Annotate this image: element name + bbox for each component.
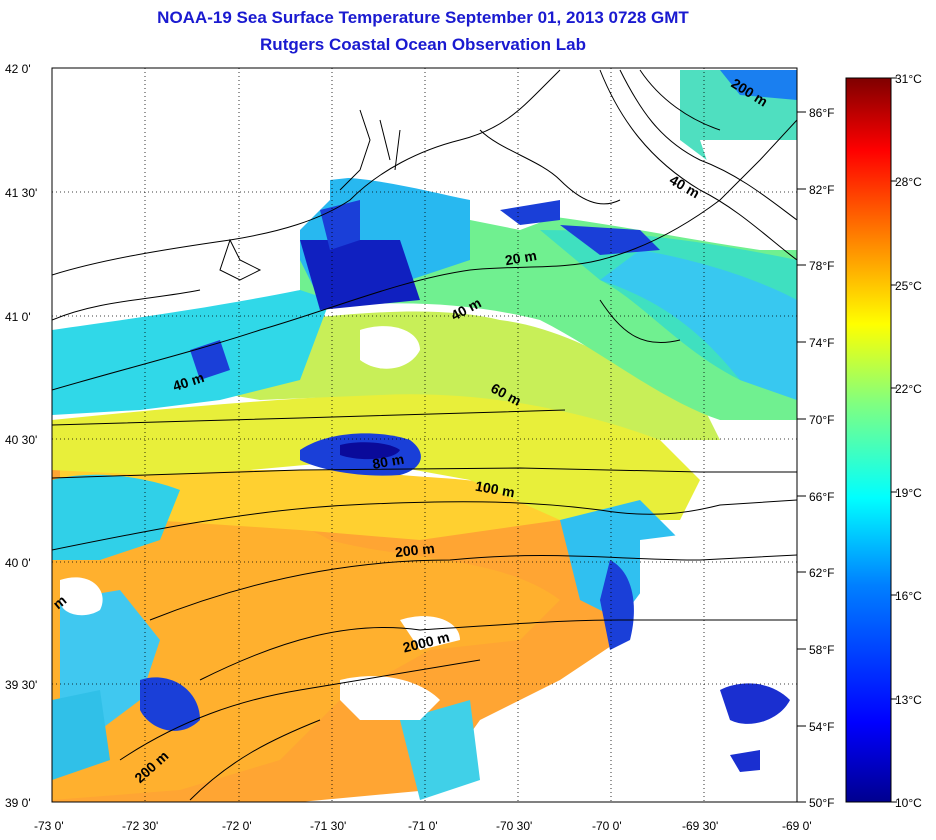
- lon-label: -71 0': [408, 819, 438, 833]
- colorbar-label: 16°C: [895, 589, 922, 603]
- colorbar-label: 19°C: [895, 486, 922, 500]
- lon-label: -70 30': [496, 819, 532, 833]
- lat-label: 41 0': [5, 310, 31, 324]
- colorbar-label: 22°C: [895, 382, 922, 396]
- map-title: NOAA-19 Sea Surface Temperature Septembe…: [157, 8, 689, 27]
- fahrenheit-label: 86°F: [809, 106, 834, 120]
- lon-label: -72 0': [222, 819, 252, 833]
- latitude-axis: 42 0' 41 30' 41 0' 40 30' 40 0' 39 30' 3…: [5, 62, 37, 810]
- lat-label: 39 30': [5, 678, 37, 692]
- fahrenheit-label: 54°F: [809, 720, 834, 734]
- fahrenheit-axis: 86°F 82°F 78°F 74°F 70°F 66°F 62°F 58°F …: [796, 68, 834, 810]
- fahrenheit-label: 62°F: [809, 566, 834, 580]
- lat-label: 40 30': [5, 433, 37, 447]
- lon-label: -69 30': [682, 819, 718, 833]
- fahrenheit-label: 50°F: [809, 796, 834, 810]
- contour-label: 80 m: [371, 451, 405, 472]
- colorbar-label: 28°C: [895, 175, 922, 189]
- lat-label: 41 30': [5, 186, 37, 200]
- lon-label: -73 0': [34, 819, 64, 833]
- colorbar-gradient: [845, 77, 892, 803]
- lon-label: -69 0': [782, 819, 812, 833]
- fahrenheit-label: 70°F: [809, 413, 834, 427]
- fahrenheit-label: 82°F: [809, 183, 834, 197]
- lat-label: 42 0': [5, 62, 31, 76]
- fahrenheit-label: 74°F: [809, 336, 834, 350]
- colorbar-label: 31°C: [895, 72, 922, 86]
- lat-label: 39 0': [5, 796, 31, 810]
- lon-label: -70 0': [592, 819, 622, 833]
- fahrenheit-label: 66°F: [809, 490, 834, 504]
- contour-label: 20 m: [504, 247, 538, 268]
- lon-label: -71 30': [310, 819, 346, 833]
- fahrenheit-label: 78°F: [809, 259, 834, 273]
- colorbar-label: 13°C: [895, 693, 922, 707]
- contour-label: 100 m: [474, 478, 516, 501]
- longitude-axis: -73 0' -72 30' -72 0' -71 30' -71 0' -70…: [34, 819, 812, 833]
- bathymetry-contours: [52, 69, 797, 801]
- graticule: [52, 68, 797, 802]
- contour-label: 200 m: [394, 540, 435, 560]
- map-subtitle: Rutgers Coastal Ocean Observation Lab: [260, 35, 586, 54]
- colorbar-label: 25°C: [895, 279, 922, 293]
- lon-label: -72 30': [122, 819, 158, 833]
- colorbar-label: 10°C: [895, 796, 922, 810]
- fahrenheit-label: 58°F: [809, 643, 834, 657]
- colorbar: 31°C 28°C 25°C 22°C 19°C 16°C 13°C 10°C: [845, 72, 922, 810]
- sst-field: [52, 68, 797, 802]
- lat-label: 40 0': [5, 556, 31, 570]
